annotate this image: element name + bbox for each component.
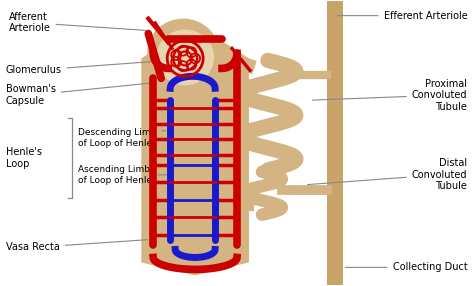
Text: Descending Limb
of Loop of Henle: Descending Limb of Loop of Henle (79, 128, 165, 148)
Text: Distal
Convoluted
Tubule: Distal Convoluted Tubule (308, 158, 467, 191)
Text: Efferent Arteriole: Efferent Arteriole (337, 11, 467, 21)
Text: Collecting Duct: Collecting Duct (346, 262, 467, 272)
Polygon shape (141, 23, 249, 275)
FancyBboxPatch shape (327, 1, 343, 285)
Text: Ascending Limb
of Loop of Henle: Ascending Limb of Loop of Henle (79, 165, 167, 184)
Ellipse shape (156, 29, 214, 85)
Text: Vasa Recta: Vasa Recta (6, 240, 147, 253)
Text: Bowman's
Capsule: Bowman's Capsule (6, 83, 155, 106)
Ellipse shape (147, 19, 219, 86)
Text: Glomerulus: Glomerulus (6, 61, 165, 75)
Text: Proximal
Convoluted
Tubule: Proximal Convoluted Tubule (312, 79, 467, 112)
Text: Henle's
Loop: Henle's Loop (6, 147, 42, 169)
Text: Afferent
Arteriole: Afferent Arteriole (9, 12, 146, 33)
